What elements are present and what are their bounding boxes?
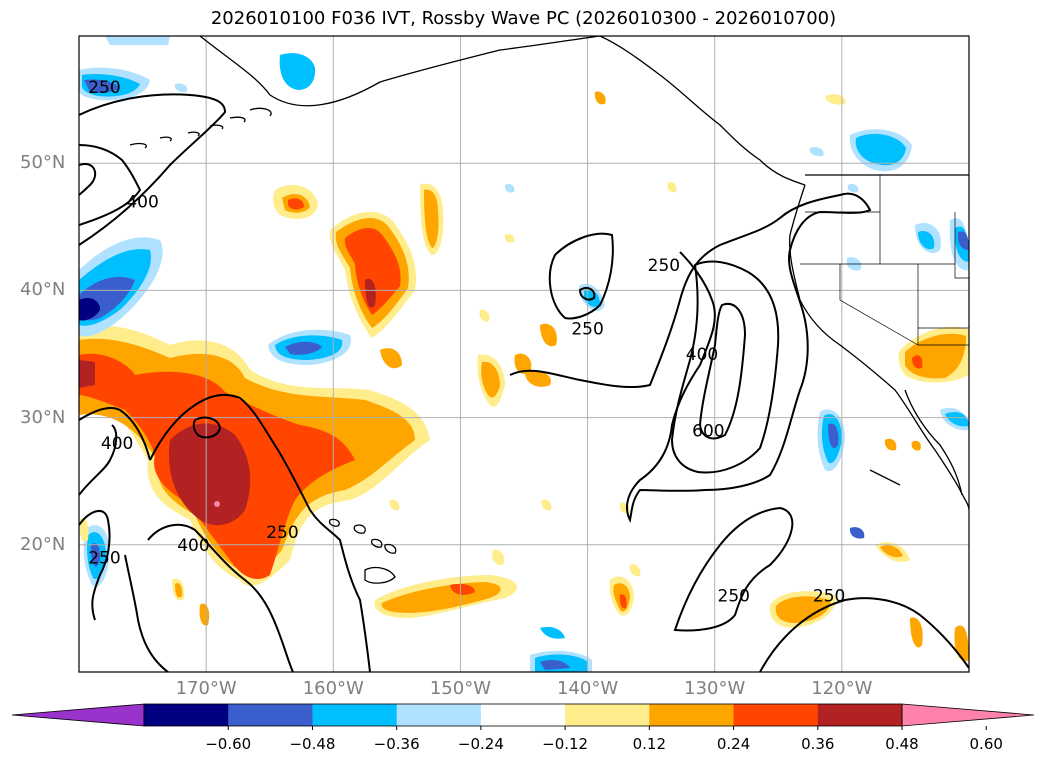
state-border-layer [800, 175, 969, 346]
contour-label: 400 [177, 536, 209, 556]
colorbar-bin [649, 704, 735, 726]
colorbar-bin [312, 704, 398, 726]
colorbar-tick-label: −0.24 [457, 735, 504, 753]
colorbar-tick-label: −0.60 [205, 735, 252, 753]
latitude-label: 50°N [20, 152, 66, 174]
colorbar-tick-label: 0.60 [969, 735, 1003, 753]
map-frame [78, 35, 970, 673]
longitude-label: 140°W [556, 678, 619, 699]
contour-label-layer: 250 400 250 250 400 600 400 250 400 250 250 250 [88, 78, 845, 607]
coastline-layer [129, 36, 969, 584]
colorbar-tick-label: −0.12 [542, 735, 589, 753]
contour-label: 250 [648, 256, 680, 276]
contour-label: 250 [718, 587, 750, 607]
colorbar-bin [228, 704, 313, 726]
longitude-label: 130°W [684, 678, 746, 699]
ivt-contour-layer [79, 93, 969, 672]
latitude-label: 40°N [20, 279, 66, 301]
colorbar-bin [480, 704, 566, 726]
longitude-label: 120°W [811, 678, 873, 699]
colorbar-bin [565, 704, 650, 726]
colorbar-border [143, 703, 903, 727]
colorbar-tick-label: −0.48 [289, 735, 336, 753]
colorbar-bin [396, 704, 482, 726]
contour-label: 250 [571, 320, 603, 340]
contour-label: 600 [692, 421, 724, 441]
latitude-label: 30°N [20, 406, 66, 428]
longitude-label: 160°W [302, 678, 364, 699]
contour-label: 250 [88, 549, 120, 569]
contour-label: 400 [686, 345, 718, 365]
contour-label: 250 [88, 78, 120, 98]
longitude-label: 170°W [175, 678, 237, 699]
shaded-anomaly-layer [79, 36, 969, 672]
colorbar-tick-label: 0.36 [801, 735, 835, 753]
colorbar-extend-low [11, 703, 145, 727]
latitude-label: 20°N [20, 533, 66, 555]
contour-label: 400 [126, 192, 158, 212]
map-gridlines [79, 36, 969, 672]
colorbar-extend-high [901, 703, 1035, 727]
map-title: 2026010100 F036 IVT, Rossby Wave PC (202… [210, 8, 837, 29]
colorbar [11, 703, 1035, 730]
colorbar-tick-label: −0.36 [373, 735, 420, 753]
colorbar-tick-label: 0.48 [885, 735, 919, 753]
contour-label: 400 [101, 434, 133, 454]
contour-label: 250 [266, 523, 298, 543]
longitude-label: 150°W [429, 678, 491, 699]
contour-label: 250 [813, 587, 845, 607]
colorbar-bin [144, 704, 229, 726]
colorbar-bin [817, 704, 903, 726]
colorbar-bin [733, 704, 819, 726]
colorbar-tick-label: 0.24 [716, 735, 751, 753]
colorbar-tick-label: 0.12 [632, 735, 667, 753]
